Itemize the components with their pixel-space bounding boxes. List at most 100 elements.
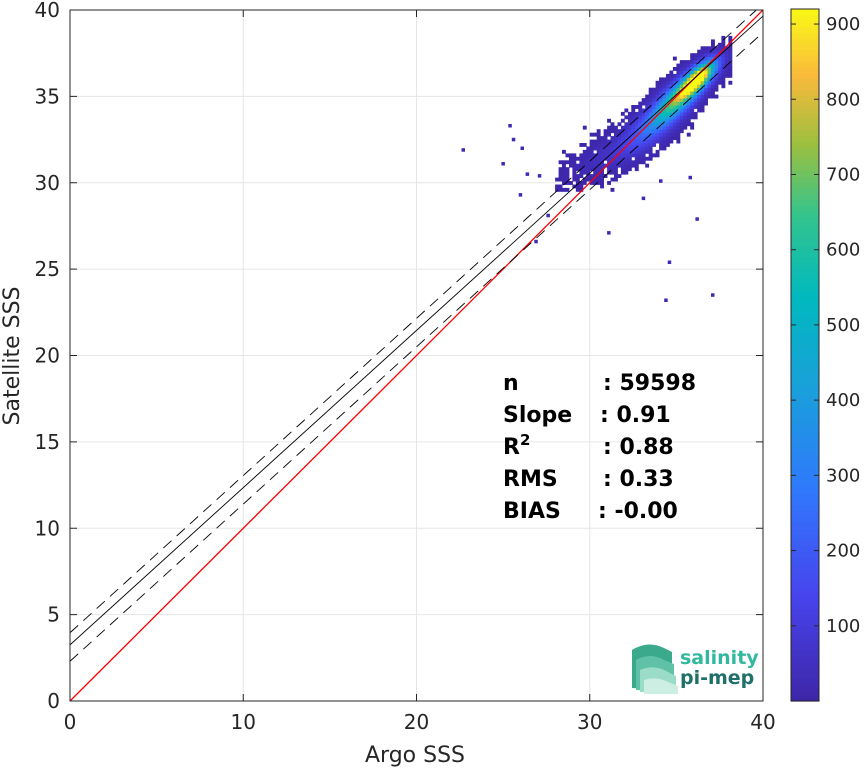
heat-cell (575, 187, 580, 192)
heat-cell (645, 125, 650, 130)
heat-cell (634, 139, 639, 144)
heat-cell (707, 46, 712, 51)
heat-cell (711, 46, 715, 51)
colorbar-segment (791, 337, 819, 345)
y-tick-label: 15 (35, 430, 60, 454)
heat-cell (648, 98, 653, 102)
x-tick-label: 0 (64, 710, 77, 734)
heat-cell (714, 53, 719, 58)
heat-cell (700, 94, 705, 99)
heat-cell (634, 136, 639, 140)
heat-cell (565, 170, 570, 175)
colorbar-segment (791, 378, 819, 385)
heat-cell (672, 118, 677, 123)
heat-cell (669, 118, 674, 123)
colorbar-tick-label: 500 (826, 315, 860, 336)
colorbar-segment (791, 429, 819, 437)
colorbar-segment (791, 26, 819, 33)
heat-cell (638, 156, 643, 161)
heat-cell (631, 149, 636, 154)
heat-cell (562, 177, 566, 182)
heat-cell (582, 149, 587, 154)
heat-cell (579, 174, 584, 178)
heat-cell (555, 177, 559, 182)
heat-cell (634, 118, 639, 123)
heat-cell (686, 122, 691, 127)
heat-cell (697, 87, 702, 92)
heat-cell (724, 56, 729, 61)
heat-cell (652, 139, 656, 144)
heat-cell (562, 163, 566, 168)
heat-cell (666, 80, 670, 85)
heat-cell (672, 77, 677, 82)
colorbar-tick-label: 700 (826, 164, 860, 185)
heat-cell (627, 132, 632, 137)
heat-cell (679, 60, 684, 64)
heat-cell (593, 139, 598, 144)
heat-cell (700, 49, 705, 54)
heat-cell (693, 101, 698, 106)
heat-cell (575, 174, 580, 178)
heat-cell (700, 70, 705, 75)
heat-cell (707, 67, 712, 71)
heat-cell (603, 132, 608, 137)
colorbar-segment (791, 256, 819, 264)
heat-cell (593, 143, 598, 147)
heat-cell (666, 101, 670, 106)
heat-cell (617, 174, 622, 178)
colorbar-segment (791, 551, 819, 558)
heat-cell (610, 149, 615, 154)
heat-cell (676, 108, 681, 113)
colorbar-segment (791, 303, 819, 310)
colorbar-segment (791, 591, 819, 598)
heat-cell (693, 70, 698, 75)
stat-label: R2 (503, 431, 530, 460)
heat-cell (648, 91, 653, 96)
heat-cell (707, 80, 712, 85)
heat-cell (683, 98, 688, 102)
heat-cell (586, 163, 591, 168)
heat-cell (700, 108, 705, 113)
heat-cell (589, 181, 594, 185)
heat-cell (579, 163, 584, 168)
heat-cell (662, 139, 667, 144)
colorbar-segment (791, 164, 819, 172)
colorbar-segment (791, 233, 819, 241)
heat-outlier (695, 217, 699, 221)
colorbar-segment (791, 308, 819, 316)
heat-cell (610, 143, 615, 147)
colorbar-segment (791, 182, 819, 189)
heat-cell (655, 94, 660, 99)
heat-cell (582, 181, 587, 185)
heat-cell (641, 108, 646, 113)
heat-cell (565, 177, 570, 182)
heat-cell (596, 170, 601, 175)
colorbar-segment (791, 228, 819, 235)
heat-cell (669, 115, 674, 120)
colorbar-segment (791, 626, 819, 633)
heat-cell (718, 56, 722, 61)
heat-cell (634, 153, 639, 158)
heat-cell (610, 170, 615, 175)
stat-label: n (503, 371, 519, 396)
heat-cell (679, 125, 684, 130)
heat-cell (582, 160, 587, 165)
heat-cell (572, 184, 577, 189)
colorbar-segment (791, 251, 819, 258)
heat-cell (582, 163, 587, 168)
colorbar-segment (791, 585, 819, 593)
heat-cell (721, 42, 726, 47)
heat-cell (614, 174, 618, 178)
heat-cell (672, 80, 677, 85)
colorbar-segment (791, 124, 819, 131)
heat-cell (569, 181, 573, 185)
heat-cell (627, 125, 632, 130)
heat-cell (655, 105, 660, 109)
heat-cell (617, 139, 622, 144)
colorbar: 100 200 300 400 500 600 700 800 900 (790, 8, 860, 702)
heat-cell (711, 73, 715, 78)
heat-cell (631, 146, 636, 151)
colorbar-segment (791, 562, 819, 569)
heat-cell (600, 163, 604, 168)
